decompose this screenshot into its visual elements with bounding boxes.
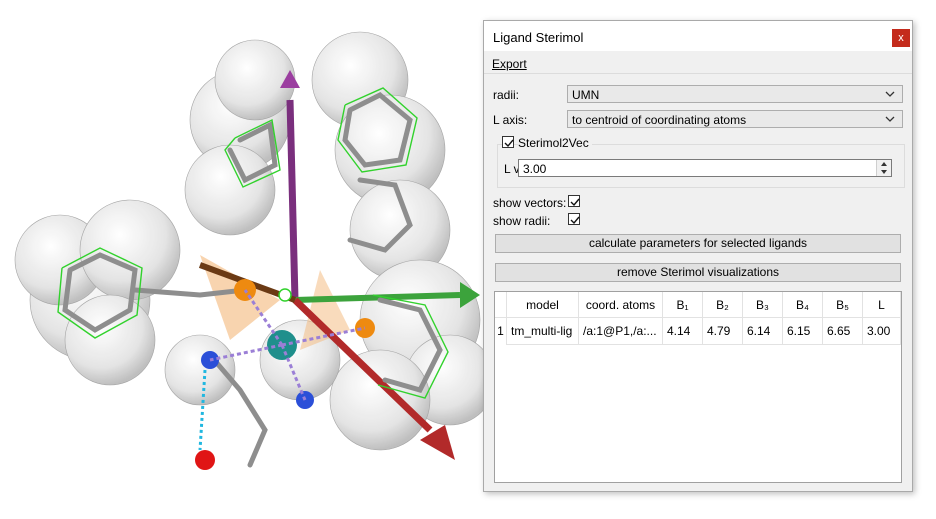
radii-label: radii: xyxy=(493,88,520,102)
menu-bar: Export xyxy=(484,53,912,74)
table-cell[interactable]: 6.65 xyxy=(823,318,863,345)
ligand-sterimol-dialog: Ligand Sterimol x Export radii: UMN L ax… xyxy=(483,20,913,492)
show-radii-label: show radii: xyxy=(493,214,551,228)
column-header[interactable]: coord. atoms xyxy=(579,292,663,318)
lvalue-spinbox[interactable]: 3.00 xyxy=(518,159,892,177)
table-cell[interactable]: /a:1@P1,/a:... xyxy=(579,318,663,345)
corner-header xyxy=(495,292,507,318)
show-vectors-label: show vectors: xyxy=(493,196,567,210)
lvalue-value: 3.00 xyxy=(523,162,547,176)
show-vectors-checkbox[interactable] xyxy=(568,195,580,207)
table-cell[interactable]: 4.79 xyxy=(703,318,743,345)
close-icon: x xyxy=(898,32,904,44)
laxis-label: L axis: xyxy=(493,113,528,127)
checkmark-icon xyxy=(504,139,514,148)
column-header[interactable]: B₅ xyxy=(823,292,863,318)
table-cell[interactable]: 6.15 xyxy=(783,318,823,345)
sterimol2vec-checkbox[interactable] xyxy=(502,136,514,148)
table-cell[interactable]: 3.00 xyxy=(863,318,901,345)
column-header[interactable]: B₄ xyxy=(783,292,823,318)
sterimol2vec-label: Sterimol2Vec xyxy=(518,136,592,150)
checkmark-icon xyxy=(570,198,580,207)
remove-visualizations-button[interactable]: remove Sterimol visualizations xyxy=(495,263,901,282)
laxis-select[interactable]: to centroid of coordinating atoms xyxy=(567,110,903,128)
menu-export[interactable]: Export xyxy=(492,57,527,71)
chevron-down-icon xyxy=(885,116,895,122)
ligand-outline xyxy=(57,87,449,399)
results-table[interactable]: model coord. atoms B₁ B₂ B₃ B₄ B₅ L 1 tm… xyxy=(494,291,902,483)
table-cell[interactable]: tm_multi-lig xyxy=(507,318,579,345)
coordination-bonds xyxy=(209,289,366,401)
laxis-value: to centroid of coordinating atoms xyxy=(572,113,747,127)
row-number[interactable]: 1 xyxy=(495,318,507,345)
column-header[interactable]: B₁ xyxy=(663,292,703,318)
hbond xyxy=(198,369,207,451)
calculate-button[interactable]: calculate parameters for selected ligand… xyxy=(495,234,901,253)
table-cell[interactable]: 6.14 xyxy=(743,318,783,345)
table-cell[interactable]: 4.14 xyxy=(663,318,703,345)
checkmark-icon xyxy=(570,216,580,225)
show-radii-checkbox[interactable] xyxy=(568,213,580,225)
radii-value: UMN xyxy=(572,88,600,102)
window-title: Ligand Sterimol xyxy=(493,30,584,45)
column-header[interactable]: model xyxy=(507,292,579,318)
close-button[interactable]: x xyxy=(892,29,910,47)
column-header[interactable]: B₃ xyxy=(743,292,783,318)
ligand-wireframe xyxy=(62,92,443,468)
radii-select[interactable]: UMN xyxy=(567,85,903,103)
title-bar: Ligand Sterimol x xyxy=(484,21,912,51)
column-header[interactable]: B₂ xyxy=(703,292,743,318)
chevron-down-icon xyxy=(885,91,895,97)
spin-buttons[interactable] xyxy=(876,160,891,176)
column-header[interactable]: L xyxy=(863,292,901,318)
vdw-surface xyxy=(14,31,496,451)
sterimol2vec-group xyxy=(497,144,905,188)
spin-arrows-icon xyxy=(881,162,887,174)
